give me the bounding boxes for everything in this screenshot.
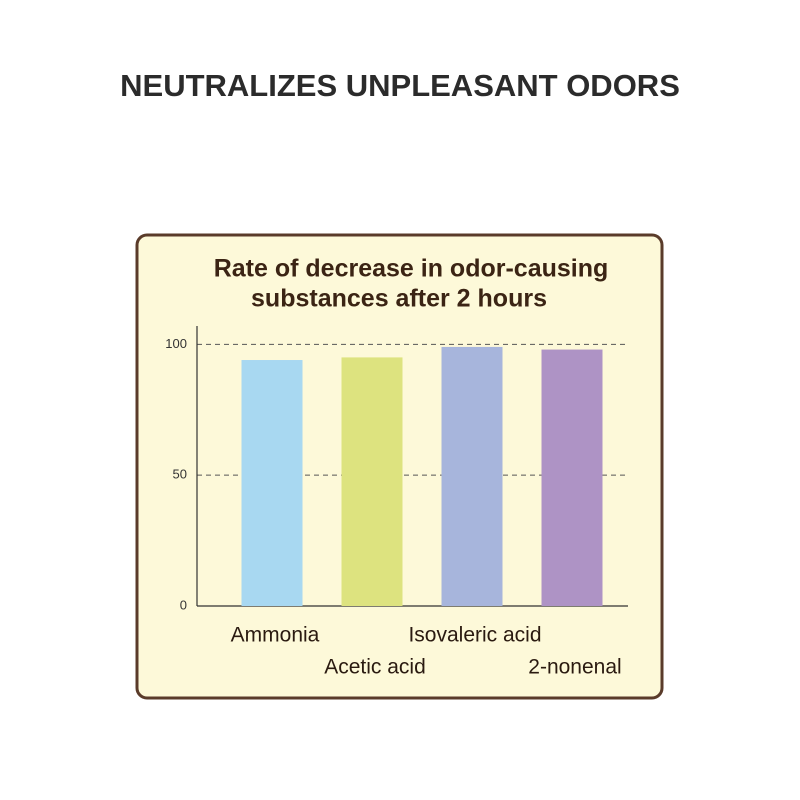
bar [341,357,403,606]
bar [541,349,603,606]
chart-title: substances after 2 hours [251,285,547,313]
y-tick-label: 0 [180,597,187,612]
y-tick-label: 100 [165,336,187,351]
x-tick-label: Ammonia [231,624,320,647]
y-tick-label: 50 [173,467,187,482]
bar [441,346,503,606]
x-tick-label: Isovaleric acid [408,624,541,647]
x-tick-label: 2-nonenal [528,656,621,679]
x-tick-label: Acetic acid [324,656,426,679]
page-heading: NEUTRALIZES UNPLEASANT ODORS [120,68,680,103]
chart-title: Rate of decrease in odor-causing [214,255,609,283]
bar [241,360,303,606]
